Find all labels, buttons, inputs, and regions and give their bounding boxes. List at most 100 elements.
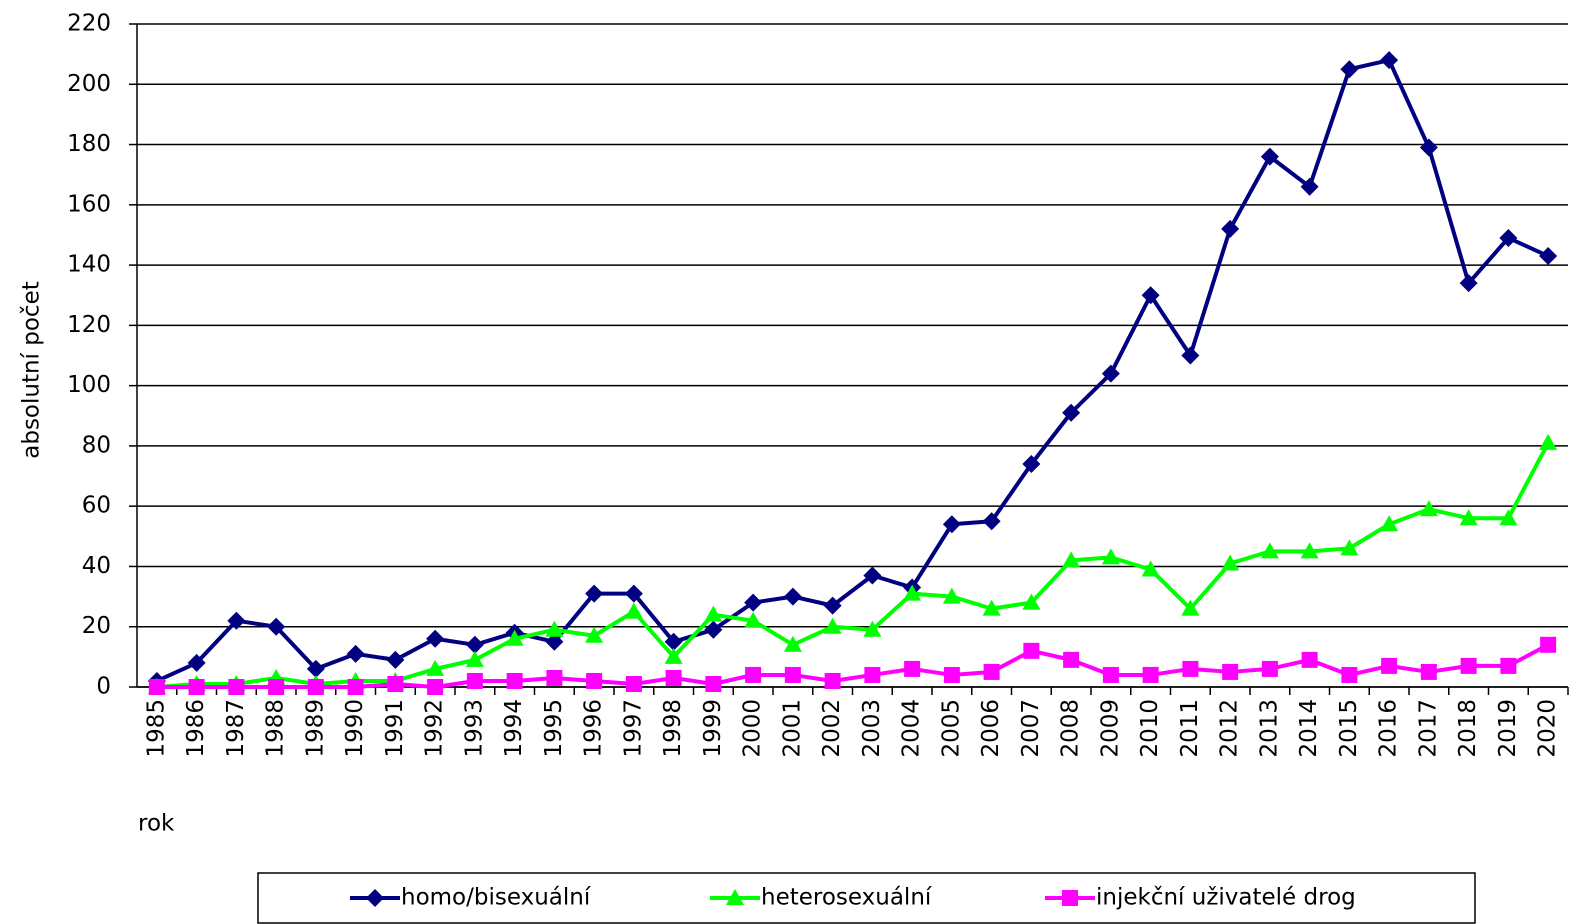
data-point (1260, 542, 1279, 559)
legend-marker (726, 889, 744, 905)
data-point (1101, 364, 1120, 383)
x-tick-label: 2006 (978, 699, 1004, 758)
data-point (1062, 403, 1081, 422)
y-tick-label: 120 (67, 312, 111, 338)
y-tick-label: 20 (82, 613, 111, 639)
data-point (347, 679, 364, 695)
series-line (156, 58, 1549, 683)
data-point (545, 620, 564, 637)
data-point (386, 650, 405, 669)
y-tick-label: 40 (82, 553, 111, 579)
x-tick-label: 2003 (859, 699, 885, 758)
legend-marker (1062, 890, 1078, 906)
x-tick-label: 1997 (620, 699, 646, 758)
x-tick-label: 1987 (223, 699, 249, 758)
data-point (1459, 509, 1478, 526)
data-point (506, 672, 523, 689)
data-point (1300, 542, 1319, 559)
data-point (983, 663, 1000, 680)
x-tick-label: 2012 (1217, 699, 1243, 758)
x-tick-label: 2000 (740, 699, 766, 758)
x-tick-label: 2018 (1455, 699, 1481, 758)
data-point (546, 669, 563, 686)
data-point (1340, 539, 1359, 556)
data-point (505, 629, 524, 646)
x-tick-label: 2008 (1058, 699, 1084, 758)
x-tick-label: 1993 (461, 699, 487, 758)
data-point (624, 602, 643, 619)
legend-box (257, 872, 1476, 924)
data-point (704, 620, 723, 639)
data-point (1539, 433, 1558, 450)
data-point (1141, 560, 1160, 577)
data-point (188, 679, 205, 695)
data-point (585, 584, 604, 603)
x-tick-label: 1994 (501, 699, 527, 758)
data-point (1540, 636, 1557, 653)
data-point (1063, 651, 1080, 668)
data-point (823, 596, 842, 615)
legend-marker (366, 889, 384, 907)
x-tick-label: 2009 (1097, 699, 1123, 758)
data-point (1380, 515, 1399, 532)
data-point (704, 605, 723, 622)
data-point (1420, 663, 1437, 680)
data-point (784, 666, 801, 683)
data-point (982, 512, 1001, 531)
data-point (863, 566, 882, 585)
x-tick-label: 2007 (1018, 699, 1044, 758)
data-point (465, 650, 484, 667)
data-point (1141, 286, 1160, 305)
legend-label: heterosexuální (761, 885, 932, 911)
data-point (1101, 548, 1120, 565)
x-tick-label: 1986 (183, 699, 209, 758)
data-point (148, 679, 165, 695)
x-tick-label: 2019 (1495, 699, 1521, 758)
y-tick-label: 160 (67, 191, 111, 217)
data-point (1499, 509, 1518, 526)
data-point (1221, 554, 1240, 571)
x-tick-label: 1999 (700, 699, 726, 758)
y-tick-label: 0 (96, 674, 111, 700)
data-point (1381, 657, 1398, 674)
data-point (1142, 666, 1159, 683)
data-point (1181, 599, 1200, 616)
legend-label: injekční uživatelé drog (1096, 885, 1356, 911)
data-point (465, 635, 484, 654)
y-tick-label: 200 (67, 71, 111, 97)
y-tick-label: 60 (82, 493, 111, 519)
data-point (545, 632, 564, 651)
y-tick-label: 80 (82, 432, 111, 458)
data-point (1023, 642, 1040, 659)
data-point (864, 666, 881, 683)
data-point (824, 672, 841, 689)
data-point (744, 593, 763, 612)
data-point (1301, 651, 1318, 668)
data-point (426, 659, 445, 676)
data-point (1499, 228, 1518, 247)
data-point (1419, 500, 1438, 517)
data-point (1460, 657, 1477, 674)
data-point (863, 620, 882, 637)
x-tick-label: 2013 (1256, 699, 1282, 758)
data-point (267, 617, 286, 636)
data-point (664, 647, 683, 664)
data-point (268, 679, 285, 695)
x-tick-label: 1995 (541, 699, 567, 758)
data-point (1539, 247, 1558, 266)
data-point (1500, 657, 1517, 674)
x-tick-label: 2015 (1336, 699, 1362, 758)
data-point (982, 599, 1001, 616)
data-point (1022, 593, 1041, 610)
legend-label: homo/bisexuální (401, 885, 591, 911)
data-point (783, 587, 802, 606)
x-axis-label: rok (138, 811, 175, 837)
x-tick-label: 2014 (1296, 699, 1322, 758)
data-point (346, 644, 365, 663)
data-point (1022, 454, 1041, 473)
x-tick-label: 2016 (1376, 699, 1402, 758)
data-point (307, 679, 324, 695)
x-tick-label: 2004 (899, 699, 925, 758)
data-point (426, 629, 445, 648)
data-point (1300, 177, 1319, 196)
